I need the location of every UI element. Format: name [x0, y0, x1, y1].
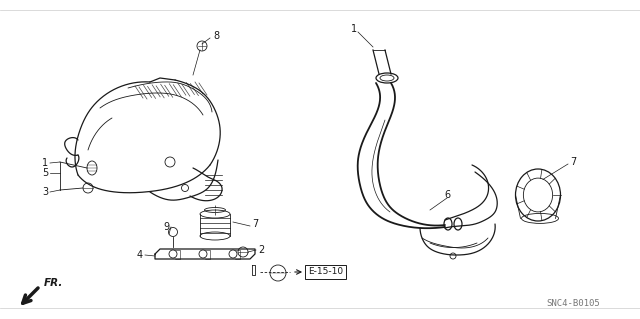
Text: 8: 8 — [213, 31, 219, 41]
Text: 4: 4 — [137, 250, 143, 260]
Text: 9: 9 — [164, 222, 170, 232]
Text: SNC4-B0105: SNC4-B0105 — [547, 299, 600, 308]
Text: 2: 2 — [258, 245, 264, 255]
Text: 3: 3 — [42, 187, 48, 197]
Text: 1: 1 — [42, 158, 48, 168]
Text: E-15-10: E-15-10 — [308, 268, 343, 277]
Text: 6: 6 — [444, 190, 450, 200]
Text: 7: 7 — [570, 157, 576, 167]
Text: FR.: FR. — [44, 278, 63, 288]
Text: 7: 7 — [252, 219, 259, 229]
Text: 5: 5 — [42, 168, 48, 178]
Text: 1: 1 — [351, 24, 357, 34]
